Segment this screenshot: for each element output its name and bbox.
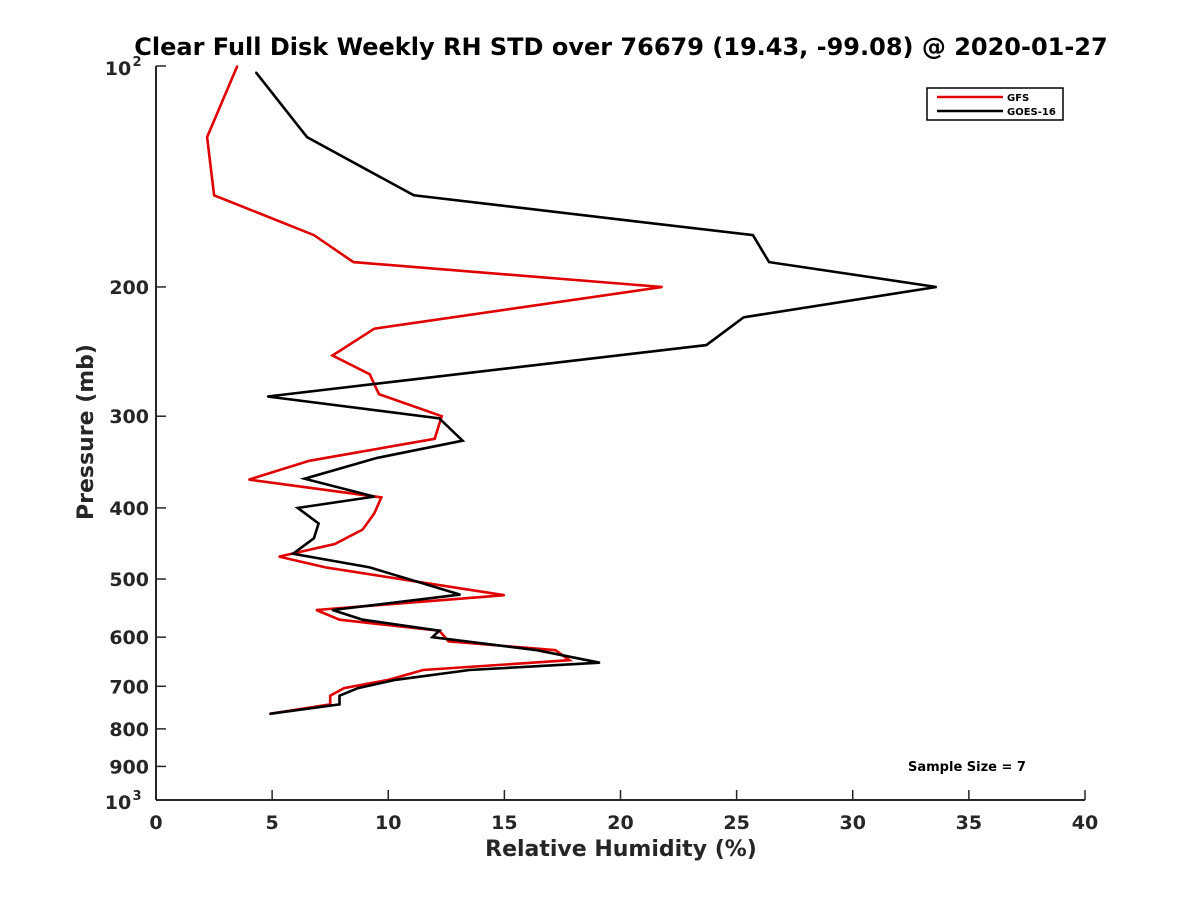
- data-point-goes-16: [459, 593, 462, 596]
- data-point-goes-16: [338, 694, 341, 697]
- data-point-goes-16: [292, 553, 294, 555]
- data-point-goes-16: [338, 703, 341, 706]
- data-point-goes-16: [536, 649, 538, 651]
- y-tick-label: 600: [109, 627, 149, 649]
- data-point-goes-16: [357, 687, 359, 689]
- data-point-goes-16: [375, 457, 378, 459]
- y-tick-label: 700: [109, 676, 149, 698]
- data-point-gfs: [331, 354, 334, 357]
- y-tick-label-base: 10: [105, 792, 131, 814]
- data-point-gfs: [503, 594, 506, 596]
- y-tick-label-exponent: 3: [132, 789, 141, 804]
- data-point-goes-16: [431, 636, 434, 638]
- data-point-goes-16: [303, 477, 306, 480]
- chart-title: Clear Full Disk Weekly RH STD over 76679…: [134, 33, 1107, 61]
- data-point-goes-16: [296, 507, 299, 509]
- legend-label: GOES-16: [1007, 107, 1056, 118]
- x-tick-label: 40: [1072, 812, 1098, 834]
- data-point-goes-16: [361, 618, 364, 621]
- data-point-gfs: [568, 659, 571, 661]
- y-tick-label: 400: [109, 498, 149, 520]
- data-point-goes-16: [394, 679, 397, 681]
- data-point-goes-16: [705, 344, 708, 346]
- data-point-goes-16: [313, 537, 315, 540]
- data-point-gfs: [380, 496, 383, 499]
- data-point-gfs: [373, 327, 376, 330]
- x-tick-label: 0: [149, 812, 162, 834]
- data-point-goes-16: [752, 234, 754, 236]
- data-point-gfs: [313, 234, 315, 236]
- data-point-gfs: [373, 512, 376, 515]
- data-point-goes-16: [598, 661, 601, 664]
- data-point-goes-16: [438, 417, 441, 420]
- data-point-gfs: [661, 286, 664, 288]
- x-tick-label: 5: [266, 812, 279, 834]
- x-axis-label: Relative Humidity (%): [485, 837, 757, 862]
- data-point-goes-16: [266, 395, 269, 398]
- data-point-gfs: [315, 609, 318, 611]
- x-tick-label: 20: [607, 812, 633, 834]
- data-point-gfs: [361, 528, 364, 531]
- data-point-goes-16: [468, 669, 471, 671]
- data-point-gfs: [378, 393, 380, 396]
- data-point-gfs: [343, 687, 345, 689]
- data-point-gfs: [554, 649, 557, 651]
- data-point-goes-16: [306, 136, 308, 138]
- x-tick-label: 30: [840, 812, 866, 834]
- data-point-gfs: [278, 555, 280, 558]
- data-point-goes-16: [331, 609, 334, 611]
- data-point-gfs: [433, 438, 436, 440]
- data-point-gfs: [368, 373, 371, 376]
- data-point-gfs: [236, 65, 239, 67]
- y-axis-label: Pressure (mb): [74, 344, 99, 520]
- y-tick-label: 300: [109, 406, 149, 428]
- data-point-gfs: [338, 618, 341, 621]
- data-point-goes-16: [935, 286, 938, 288]
- data-point-goes-16: [461, 439, 464, 442]
- data-point-gfs: [440, 415, 443, 418]
- data-point-gfs: [206, 136, 208, 138]
- data-point-gfs: [352, 261, 355, 263]
- y-tick-label: 900: [109, 756, 149, 778]
- data-point-gfs: [422, 669, 424, 671]
- y-tick-label: 500: [109, 569, 149, 591]
- x-tick-label: 35: [956, 812, 982, 834]
- data-point-goes-16: [742, 316, 745, 319]
- data-point-goes-16: [317, 522, 320, 525]
- data-point-goes-16: [269, 713, 271, 715]
- x-tick-label: 15: [491, 812, 517, 834]
- x-tick-label: 10: [375, 812, 401, 834]
- series-line-goes-16: [254, 71, 937, 716]
- data-point-goes-16: [413, 194, 415, 197]
- sample-size-annotation: Sample Size = 7: [908, 760, 1026, 775]
- y-tick-label: 800: [109, 719, 149, 741]
- data-point-gfs: [213, 194, 215, 197]
- data-point-gfs: [447, 640, 450, 643]
- legend-box: [926, 87, 1064, 121]
- data-point-gfs: [329, 694, 332, 697]
- data-point-goes-16: [768, 261, 770, 263]
- data-point-goes-16: [373, 495, 376, 498]
- y-tick-label-base: 10: [105, 58, 131, 80]
- data-point-gfs: [248, 478, 250, 481]
- data-point-goes-16: [438, 629, 441, 632]
- data-point-gfs: [308, 460, 311, 462]
- y-tick-label-exponent: 2: [132, 55, 141, 70]
- data-point-goes-16: [255, 71, 257, 74]
- data-point-gfs: [334, 543, 336, 545]
- data-point-goes-16: [368, 566, 371, 569]
- data-point-gfs: [324, 566, 327, 569]
- legend-label: GFS: [1007, 93, 1029, 104]
- x-tick-label: 25: [723, 812, 749, 834]
- y-tick-label: 200: [109, 277, 149, 299]
